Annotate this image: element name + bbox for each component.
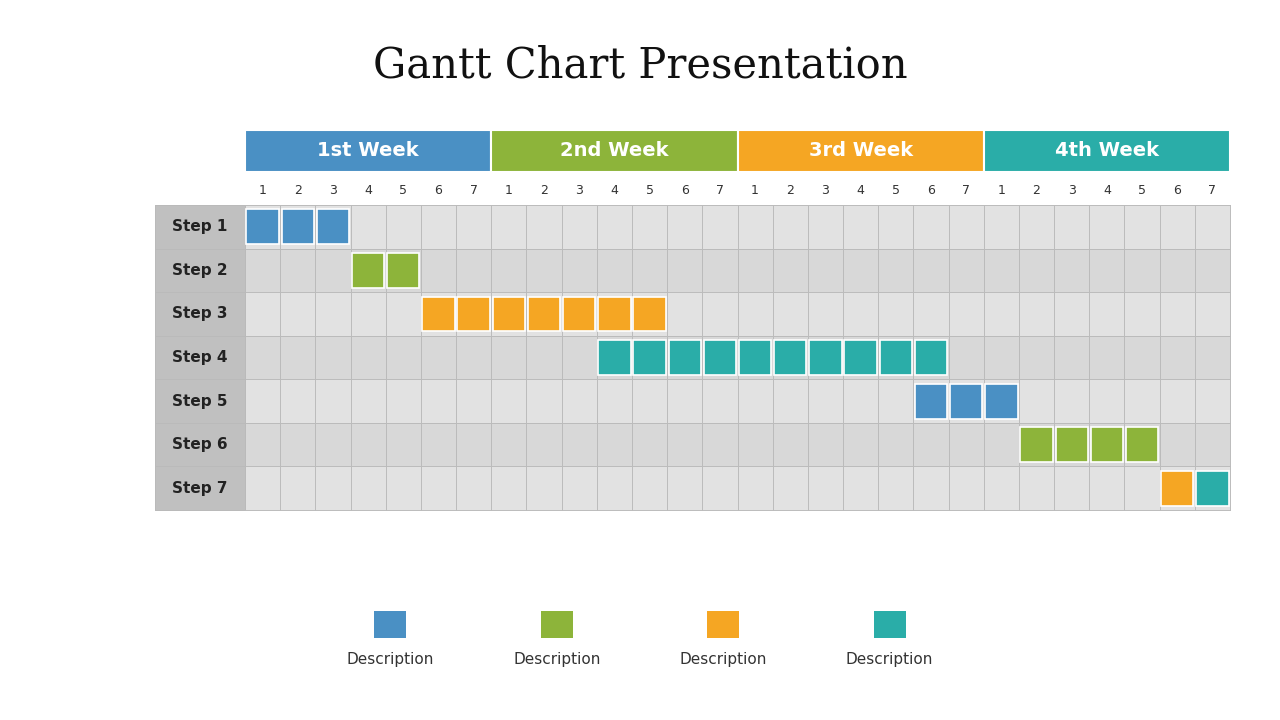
Text: 1: 1 [259,184,266,197]
Text: 3rd Week: 3rd Week [809,142,913,161]
Text: 7: 7 [963,184,970,197]
Text: 2nd Week: 2nd Week [561,142,668,161]
Text: 1st Week: 1st Week [317,142,419,161]
Text: 2: 2 [1033,184,1041,197]
Text: 5: 5 [399,184,407,197]
Text: Gantt Chart Presentation: Gantt Chart Presentation [372,44,908,86]
Text: 1: 1 [751,184,759,197]
Text: 2: 2 [786,184,794,197]
Text: Description: Description [680,652,767,667]
Text: 4: 4 [1103,184,1111,197]
Text: 3: 3 [822,184,829,197]
Text: 7: 7 [716,184,724,197]
Text: Step 7: Step 7 [173,481,228,495]
Text: Description: Description [347,652,434,667]
Text: 2: 2 [540,184,548,197]
Text: Step 2: Step 2 [173,263,228,278]
Text: 4th Week: 4th Week [1055,142,1158,161]
Text: 3: 3 [1068,184,1075,197]
Text: 7: 7 [1208,184,1216,197]
Text: 3: 3 [575,184,584,197]
Text: Step 3: Step 3 [173,307,228,321]
Text: Step 1: Step 1 [173,220,228,234]
Text: 4: 4 [856,184,864,197]
Text: 7: 7 [470,184,477,197]
Text: 6: 6 [1174,184,1181,197]
Text: 6: 6 [434,184,443,197]
Text: Description: Description [513,652,600,667]
Text: 6: 6 [681,184,689,197]
Text: Step 5: Step 5 [173,394,228,408]
Text: 4: 4 [611,184,618,197]
Text: Step 4: Step 4 [173,350,228,365]
Text: 4: 4 [365,184,372,197]
Text: Step 6: Step 6 [173,437,228,452]
Text: 3: 3 [329,184,337,197]
Text: 1: 1 [504,184,513,197]
Text: 5: 5 [892,184,900,197]
Text: Description: Description [846,652,933,667]
Text: 6: 6 [927,184,934,197]
Text: 1: 1 [997,184,1005,197]
Text: 2: 2 [294,184,302,197]
Text: 5: 5 [645,184,654,197]
Text: 5: 5 [1138,184,1146,197]
